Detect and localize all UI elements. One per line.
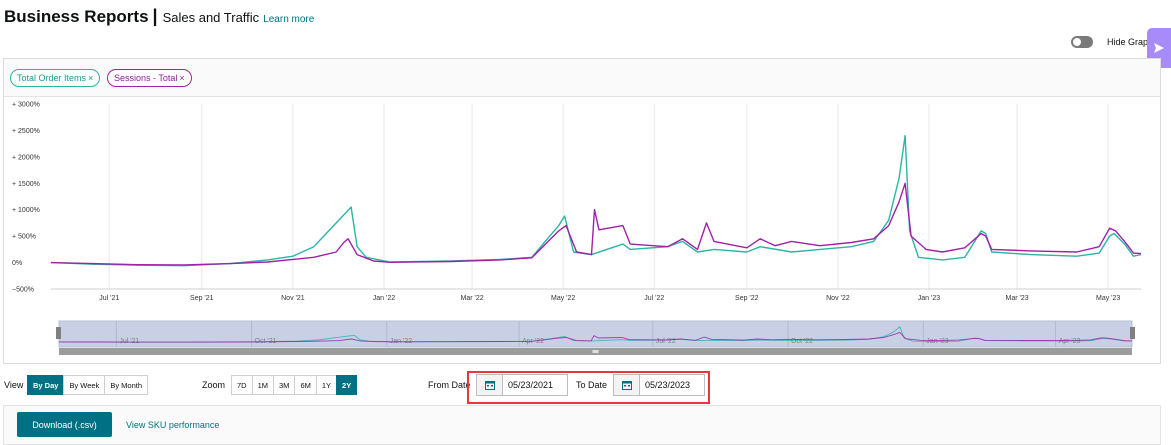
view-selector: By Day By Week By Month [27, 375, 148, 395]
x-tick-label: May '23 [1096, 295, 1120, 302]
page-title: Business Reports [4, 7, 149, 26]
report-footer: Download (.csv) View SKU performance [3, 405, 1161, 445]
remove-metric-icon[interactable]: × [88, 73, 94, 83]
chart-panel: Total Order Items × Sessions - Total × J… [3, 58, 1161, 364]
zoom-7d-button[interactable]: 7D [231, 375, 253, 395]
navigator-series-line [58, 331, 1133, 343]
navigator-window [58, 320, 1133, 348]
x-tick-label: Jul '21 [99, 295, 119, 302]
y-tick-label: + 500% [12, 234, 36, 241]
x-tick-label: Mar '23 [1006, 295, 1029, 302]
series-line-total-order-items [50, 135, 1142, 267]
zoom-6m-button[interactable]: 6M [294, 375, 317, 395]
learn-more-link[interactable]: Learn more [263, 14, 315, 25]
zoom-2y-button[interactable]: 2Y [336, 375, 358, 395]
y-tick-label: + 2000% [12, 154, 40, 161]
navigator-tick-label: Jul '21 [119, 338, 139, 345]
calendar-icon[interactable] [477, 375, 503, 395]
to-date-label: To Date [576, 380, 608, 390]
zoom-1m-button[interactable]: 1M [251, 375, 275, 395]
hide-graph-control: Hide Graph [1071, 36, 1153, 48]
navigator-tick-label: Oct '22 [791, 338, 813, 345]
navigator-right-handle [1130, 327, 1135, 339]
view-by-month-button[interactable]: By Month [104, 375, 148, 395]
series-line-sessions-total [50, 182, 1142, 266]
view-label: View [4, 380, 24, 390]
x-tick-label: May '22 [551, 295, 575, 302]
y-tick-label: + 2500% [12, 128, 40, 135]
view-by-week-button[interactable]: By Week [63, 375, 106, 395]
x-tick-label: Jul '22 [644, 295, 664, 302]
x-tick-label: Sep '22 [735, 295, 759, 302]
navigator-left-handle [56, 327, 61, 339]
to-date-input[interactable] [640, 375, 704, 395]
zoom-3m-button[interactable]: 3M [273, 375, 296, 395]
y-tick-label: + 3000% [12, 102, 40, 109]
x-tick-label: Sep '21 [190, 295, 214, 302]
y-tick-label: + 1000% [12, 207, 40, 214]
line-chart[interactable]: Jul '21 Sep '21 Nov '21 Jan '22 Mar '22 May '… [4, 59, 1162, 365]
y-tick-label: 0% [12, 260, 22, 267]
legend-bar: Total Order Items × Sessions - Total × [4, 59, 1160, 97]
legend-chip-label: Total Order Items [17, 73, 87, 83]
view-by-day-button[interactable]: By Day [27, 375, 65, 395]
y-tick-label: + 1500% [12, 181, 40, 188]
hide-graph-toggle[interactable] [1071, 36, 1093, 48]
view-sku-performance-link[interactable]: View SKU performance [126, 420, 220, 430]
navigator-tick-label: Jul '22 [656, 338, 676, 345]
to-date-picker [613, 374, 705, 396]
from-date-picker [476, 374, 568, 396]
page-subtitle: Sales and Traffic [162, 10, 260, 25]
legend-chip-total-order-items[interactable]: Total Order Items × [10, 69, 101, 87]
hide-graph-label: Hide Graph [1107, 37, 1154, 47]
zoom-selector: 7D 1M 3M 6M 1Y 2Y [231, 375, 358, 395]
send-icon [1154, 43, 1164, 53]
x-tick-label: Nov '21 [281, 295, 305, 302]
scrollbar-grip-icon [592, 350, 599, 353]
y-tick-label: −500% [12, 287, 34, 294]
x-tick-label: Jan '23 [918, 295, 940, 302]
download-csv-button[interactable]: Download (.csv) [17, 412, 112, 437]
calendar-icon[interactable] [614, 375, 640, 395]
x-tick-label: Nov '22 [826, 295, 850, 302]
from-date-label: From Date [428, 380, 471, 390]
remove-metric-icon[interactable]: × [179, 73, 185, 83]
zoom-1y-button[interactable]: 1Y [315, 375, 338, 395]
x-tick-label: Mar '22 [461, 295, 484, 302]
title-separator: | [152, 6, 158, 26]
page-header: Business Reports | Sales and Traffic Lea… [4, 6, 314, 32]
legend-chip-sessions-total[interactable]: Sessions - Total × [107, 69, 192, 87]
legend-chip-label: Sessions - Total [114, 73, 178, 83]
report-controls: View By Day By Week By Month Zoom 7D 1M … [0, 373, 1171, 399]
zoom-label: Zoom [202, 380, 226, 390]
from-date-input[interactable] [503, 375, 567, 395]
x-tick-label: Jan '22 [373, 295, 395, 302]
